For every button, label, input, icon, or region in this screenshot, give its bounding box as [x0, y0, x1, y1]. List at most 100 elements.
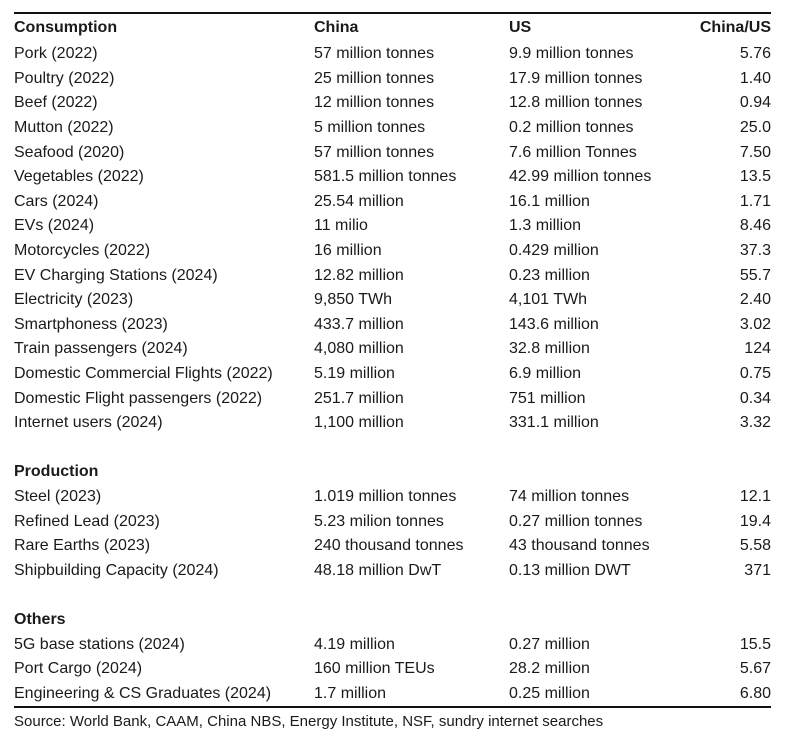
cell-ratio: 124: [744, 340, 771, 358]
cell-us: 9.9 million tonnes: [509, 45, 634, 63]
cell-item: Electricity (2023): [14, 291, 134, 309]
cell-us: 28.2 million: [509, 660, 590, 678]
table-row: Refined Lead (2023) 5.23 milion tonnes 0.2…: [14, 509, 771, 534]
cell-item: 5G base stations (2024): [14, 635, 185, 653]
cell-item: Mutton (2022): [14, 119, 114, 137]
cell-us: 0.429 million: [509, 242, 599, 260]
source-note: Source: World Bank, CAAM, China NBS, Ene…: [14, 713, 604, 731]
cell-us: 0.27 million tonnes: [509, 512, 643, 530]
section-title: Others: [14, 610, 66, 628]
cell-us: 43 thousand tonnes: [509, 537, 650, 555]
cell-china: 25 million tonnes: [314, 69, 435, 87]
table-row: EVs (2024) 11 milio 1.3 million 8.46: [14, 214, 771, 239]
table-row: Shipbuilding Capacity (2024) 48.18 millio…: [14, 558, 771, 583]
cell-ratio: 0.75: [739, 365, 771, 383]
cell-ratio: 1.40: [739, 69, 771, 87]
cell-item: Smartphoness (2023): [14, 315, 168, 333]
cell-item: Shipbuilding Capacity (2024): [14, 561, 219, 579]
cell-china: 5.19 million: [314, 365, 395, 383]
cell-china: 4.19 million: [314, 635, 395, 653]
cell-item: Refined Lead (2023): [14, 512, 160, 530]
cell-ratio: 6.80: [739, 684, 771, 702]
table-row: Rare Earths (2023) 240 thousand tonnes 43 …: [14, 534, 771, 559]
cell-ratio: 37.3: [739, 242, 771, 260]
col-header-china: China: [314, 19, 359, 36]
cell-us: 0.25 million: [509, 684, 590, 702]
cell-item: Domestic Flight passengers (2022): [14, 389, 263, 407]
cell-us: 1.3 million: [509, 217, 582, 235]
cell-item: Rare Earths (2023): [14, 537, 151, 555]
cell-us: 751 million: [509, 389, 586, 407]
cell-item: Train passengers (2024): [14, 340, 188, 358]
table-row: Beef (2022) 12 million tonnes 12.8 million…: [14, 91, 771, 116]
col-header-us: US: [509, 19, 532, 36]
cell-ratio: 0.34: [739, 389, 771, 407]
cell-china: 16 million: [314, 242, 382, 260]
cell-item: Beef (2022): [14, 94, 98, 112]
cell-china: 5.23 milion tonnes: [314, 512, 444, 530]
cell-china: 48.18 million DwT: [314, 561, 442, 579]
cell-ratio: 12.1: [739, 487, 771, 505]
col-header-china-us-ratio: China/US: [699, 19, 771, 36]
table-row: Port Cargo (2024) 160 million TEUs 28.2 mi…: [14, 657, 771, 682]
cell-china: 1.019 million tonnes: [314, 487, 457, 505]
table-row: Seafood (2020) 57 million tonnes 7.6 milli…: [14, 140, 771, 165]
table-row: Poultry (2022) 25 million tonnes 17.9 mill…: [14, 67, 771, 92]
cell-china: 11 milio: [314, 217, 368, 235]
table-row: Electricity (2023) 9,850 TWh 4,101 TWh 2.40: [14, 288, 771, 313]
cell-us: 42.99 million tonnes: [509, 168, 652, 186]
cell-us: 143.6 million: [509, 315, 599, 333]
table-body: Pork (2022) 57 million tonnes 9.9 million …: [14, 42, 771, 707]
cell-item: Cars (2024): [14, 192, 99, 210]
cell-us: 12.8 million tonnes: [509, 94, 643, 112]
table-row: EV Charging Stations (2024) 12.82 million…: [14, 263, 771, 288]
table-row: Train passengers (2024) 4,080 million 32.8…: [14, 337, 771, 362]
cell-ratio: 55.7: [739, 266, 771, 284]
cell-ratio: 371: [744, 561, 771, 579]
table-row: Domestic Commercial Flights (2022) 5.19 m…: [14, 362, 771, 387]
cell-china: 25.54 million: [314, 192, 404, 210]
cell-us: 6.9 million: [509, 365, 582, 383]
cell-item: Steel (2023): [14, 487, 102, 505]
cell-china: 160 million TEUs: [314, 660, 435, 678]
cell-china: 581.5 million tonnes: [314, 168, 457, 186]
cell-china: 57 million tonnes: [314, 143, 435, 161]
cell-us: 331.1 million: [509, 414, 599, 432]
table-header-row: Consumption China US China/US: [14, 13, 771, 42]
cell-ratio: 3.02: [739, 315, 771, 333]
cell-ratio: 2.40: [739, 291, 771, 309]
cell-china: 9,850 TWh: [314, 291, 392, 309]
cell-ratio: 5.67: [739, 660, 771, 678]
section-header-row: Production: [14, 460, 771, 485]
cell-us: 17.9 million tonnes: [509, 69, 643, 87]
cell-china: 433.7 million: [314, 315, 404, 333]
cell-ratio: 5.76: [739, 45, 771, 63]
cell-item: Internet users (2024): [14, 414, 163, 432]
spacer-cell: [14, 436, 771, 461]
cell-china: 240 thousand tonnes: [314, 537, 464, 555]
cell-us: 7.6 million Tonnes: [509, 143, 637, 161]
cell-china: 4,080 million: [314, 340, 404, 358]
cell-us: 74 million tonnes: [509, 487, 630, 505]
cell-item: Engineering & CS Graduates (2024): [14, 684, 272, 702]
cell-ratio: 3.32: [739, 414, 771, 432]
cell-china: 12 million tonnes: [314, 94, 435, 112]
section-title: Production: [14, 463, 99, 481]
cell-item: Vegetables (2022): [14, 168, 144, 186]
table-row: Internet users (2024) 1,100 million 331.1 …: [14, 411, 771, 436]
col-header-consumption: Consumption: [14, 19, 118, 36]
cell-ratio: 5.58: [739, 537, 771, 555]
cell-item: Poultry (2022): [14, 69, 115, 87]
cell-item: Domestic Commercial Flights (2022): [14, 365, 273, 383]
cell-us: 16.1 million: [509, 192, 590, 210]
cell-china: 1.7 million: [314, 684, 387, 702]
cell-us: 0.23 million: [509, 266, 590, 284]
section-header-row: Others: [14, 608, 771, 633]
cell-ratio: 15.5: [739, 635, 771, 653]
cell-ratio: 1.71: [739, 192, 771, 210]
cell-ratio: 25.0: [739, 119, 771, 137]
cell-ratio: 7.50: [739, 143, 771, 161]
cell-item: Pork (2022): [14, 45, 98, 63]
table-row: Mutton (2022) 5 million tonnes 0.2 million…: [14, 116, 771, 141]
spacer-row: [14, 583, 771, 608]
